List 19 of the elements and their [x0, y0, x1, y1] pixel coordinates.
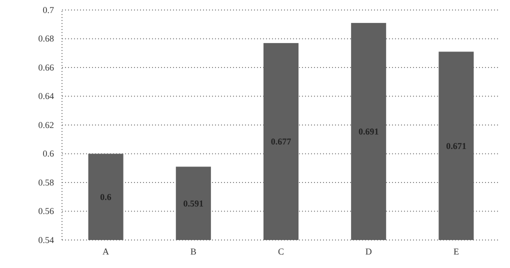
x-tick-label: D: [365, 246, 372, 256]
y-tick-label: 0.7: [42, 4, 54, 15]
x-tick-label: E: [453, 246, 460, 256]
data-label: 0.591: [183, 198, 204, 208]
data-label: 0.677: [270, 136, 292, 147]
data-label: 0.671: [446, 140, 467, 151]
x-tick-label: A: [102, 246, 110, 256]
y-tick-label: 0.62: [38, 120, 54, 130]
y-tick-label: 0.66: [38, 62, 54, 72]
y-tick-label: 0.64: [38, 91, 54, 102]
x-tick-label: B: [190, 246, 196, 256]
y-tick-label: 0.6: [42, 148, 54, 159]
y-tick-label: 0.68: [38, 34, 54, 44]
y-tick-label: 0.58: [38, 177, 54, 188]
x-tick-label: C: [278, 246, 284, 256]
data-label: 0.6: [100, 192, 112, 202]
data-label: 0.691: [358, 126, 380, 136]
y-tick-label: 0.56: [38, 206, 54, 216]
y-tick-label: 0.54: [38, 234, 54, 245]
